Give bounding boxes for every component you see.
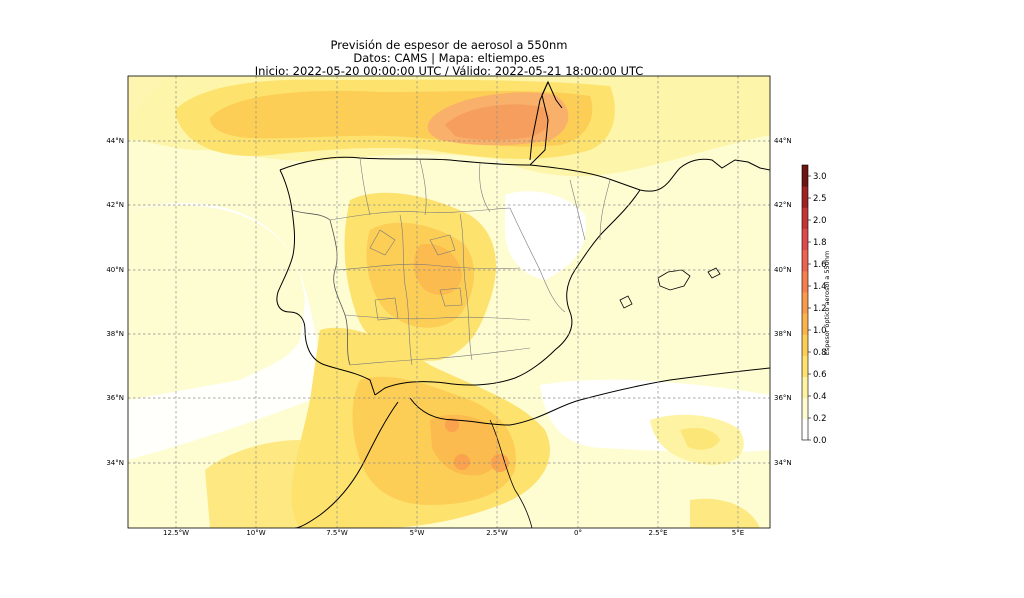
lat-tick: 36°N <box>774 394 792 402</box>
lat-tick-labels-left: 44°N 42°N 40°N 38°N 36°N 34°N <box>106 137 124 467</box>
colorbar-segment <box>802 228 808 251</box>
lat-tick: 42°N <box>774 201 792 209</box>
lat-tick-labels-right: 44°N 42°N 40°N 38°N 36°N 34°N <box>774 137 792 467</box>
lon-tick: 2.5°W <box>486 529 508 537</box>
colorbar-tick-label: 0.8 <box>813 348 827 358</box>
lat-tick: 38°N <box>774 330 792 338</box>
lon-tick: 10°W <box>246 529 265 537</box>
map-frame <box>127 75 771 529</box>
colorbar-segment <box>802 207 808 229</box>
colorbar-tick-label: 2.5 <box>813 194 827 204</box>
colorbar-segment <box>802 376 808 399</box>
lon-tick: 12.5°W <box>163 529 189 537</box>
colorbar-tick-label: 1.8 <box>813 238 827 248</box>
colorbar-tick-label: 1.4 <box>813 282 827 292</box>
colorbar-tick-label: 0.2 <box>813 414 827 424</box>
lon-tick: 2.5°E <box>648 529 667 537</box>
gridlines <box>128 76 770 528</box>
colorbar: 0.0 0.2 0.4 0.6 0.8 1.0 1.2 1.4 1.6 1.8 2.0 2.5 3.0 <box>801 164 827 446</box>
lat-tick: 38°N <box>106 330 124 338</box>
colorbar-segment <box>802 397 808 420</box>
lat-tick: 44°N <box>106 137 124 145</box>
colorbar-label: Espesor óptico aerosol a 550nm <box>823 251 831 355</box>
colorbar-segment <box>802 313 808 335</box>
colorbar-tick-label: 1.6 <box>813 260 827 270</box>
map-title: Previsión de espesor de aerosol a 550nm … <box>128 39 770 78</box>
colorbar-tick-label: 0.6 <box>813 370 827 380</box>
aerosol-field <box>128 76 770 528</box>
title-line-1: Previsión de espesor de aerosol a 550nm <box>330 38 568 52</box>
lon-tick: 5°W <box>410 529 425 537</box>
colorbar-tick-label: 3.0 <box>813 172 827 182</box>
lon-tick: 7.5°W <box>326 529 348 537</box>
colorbar-segment <box>802 249 808 272</box>
lat-tick: 40°N <box>774 266 792 274</box>
colorbar-segment <box>802 186 808 208</box>
lon-tick-labels: 12.5°W 10°W 7.5°W 5°W 2.5°W 0° 2.5°E 5°E <box>163 529 744 537</box>
colorbar-tick-label: 1.2 <box>813 304 827 314</box>
title-line-2: Datos: CAMS | Mapa: eltiempo.es <box>353 51 545 65</box>
colorbar-segment <box>802 355 808 378</box>
colorbar-tick-label: 2.0 <box>813 216 827 226</box>
lat-tick: 36°N <box>106 394 124 402</box>
colorbar-segment <box>802 165 808 187</box>
lon-tick: 0° <box>574 529 582 537</box>
title-line-3: Inicio: 2022-05-20 00:00:00 UTC / Válido… <box>254 64 644 78</box>
lat-tick: 34°N <box>106 459 124 467</box>
colorbar-tick-label: 1.0 <box>813 326 827 336</box>
lat-tick: 34°N <box>774 459 792 467</box>
lat-tick: 44°N <box>774 137 792 145</box>
colorbar-segment <box>802 418 808 441</box>
lat-tick: 42°N <box>106 201 124 209</box>
colorbar-segment <box>802 334 808 356</box>
colorbar-segment <box>802 270 808 293</box>
colorbar-frame <box>801 164 809 441</box>
lat-tick: 40°N <box>106 266 124 274</box>
colorbar-tick-label: 0.4 <box>813 392 827 402</box>
colorbar-segment <box>802 291 808 314</box>
colorbar-tick-label: 0.0 <box>813 436 827 446</box>
lon-tick: 5°E <box>732 529 744 537</box>
